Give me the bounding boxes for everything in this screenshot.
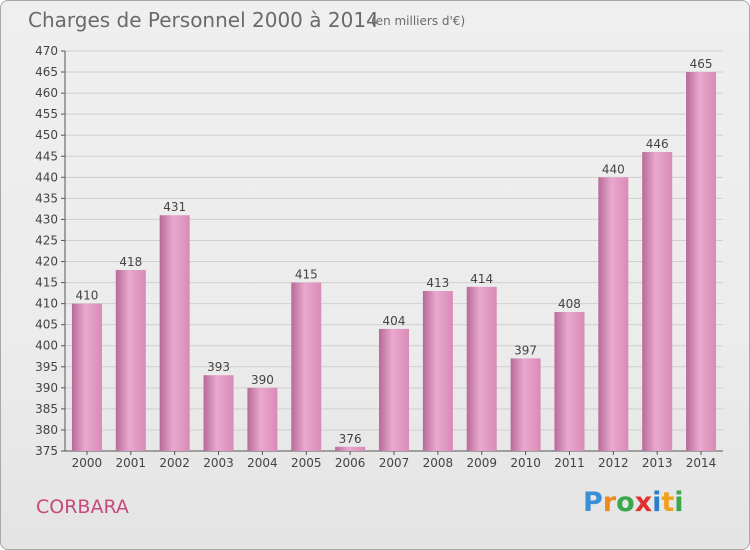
y-tick-labels: 375 380 385 390 395 400 405 410 415 420 425 430 435 4…: [35, 44, 58, 458]
bar-2013: [642, 152, 673, 452]
logo-letter: t: [661, 487, 675, 518]
bar-2006: [335, 446, 366, 451]
y-tick-label: 380: [35, 423, 58, 437]
data-label-2014: 465: [690, 57, 713, 71]
data-label-2007: 404: [383, 314, 406, 328]
y-tick-label: 390: [35, 381, 58, 395]
x-tick-label-2014: 2014: [686, 456, 717, 470]
logo-letter: P: [583, 487, 603, 518]
x-tick-label-2005: 2005: [291, 456, 322, 470]
x-tick-label-2000: 2000: [72, 456, 103, 470]
y-tick-label: 410: [35, 297, 58, 311]
y-tick-label: 465: [35, 65, 58, 79]
place-name: CORBARA: [36, 496, 129, 518]
chart-title: Charges de Personnel 2000 à 2014: [28, 8, 379, 32]
x-tick-label-2009: 2009: [466, 456, 497, 470]
y-tick-label: 425: [35, 233, 58, 247]
bar-2004: [247, 387, 278, 451]
y-tick-label: 405: [35, 318, 58, 332]
data-label-2013: 446: [646, 137, 669, 151]
bar-2007: [379, 328, 409, 451]
y-tick-label: 385: [35, 402, 58, 416]
bars: [71, 72, 717, 452]
y-tick-label: 440: [35, 170, 58, 184]
data-label-2010: 397: [514, 343, 537, 357]
y-tick-label: 435: [35, 191, 58, 205]
y-tick-label: 445: [35, 149, 58, 163]
bar-2010: [510, 358, 541, 451]
y-tick-label: 400: [35, 339, 58, 353]
x-tick-label-2011: 2011: [554, 456, 585, 470]
data-label-2004: 390: [251, 373, 274, 387]
data-label-2006: 376: [339, 432, 362, 446]
logo-letter: i: [674, 487, 684, 518]
bar-2014: [686, 72, 717, 451]
logo-letter: x: [634, 487, 653, 518]
bar-2000: [71, 303, 102, 451]
x-tick-label-2007: 2007: [379, 456, 410, 470]
data-label-2008: 413: [426, 276, 449, 290]
y-tick-label: 455: [35, 107, 58, 121]
data-label-2009: 414: [470, 272, 493, 286]
x-tick-label-2002: 2002: [159, 456, 190, 470]
data-label-2005: 415: [295, 268, 318, 282]
data-label-2011: 408: [558, 297, 581, 311]
bar-2011: [554, 312, 585, 451]
y-tick-label: 375: [35, 444, 58, 458]
x-tick-label-2012: 2012: [598, 456, 629, 470]
y-tick-label: 460: [35, 86, 58, 100]
bar-2009: [466, 286, 497, 451]
data-label-2001: 418: [119, 255, 142, 269]
x-tick-label-2008: 2008: [423, 456, 454, 470]
data-label-2003: 393: [207, 360, 230, 374]
data-label-2000: 410: [75, 289, 98, 303]
logo-letter: r: [602, 487, 617, 518]
y-tick-label: 420: [35, 255, 58, 269]
x-tick-label-2003: 2003: [203, 456, 234, 470]
x-tick-labels: 2000 2001 2002 2003 2004 2005 2006 2007 2008 2009…: [72, 451, 717, 470]
bar-2002: [159, 215, 190, 451]
x-tick-label-2010: 2010: [510, 456, 541, 470]
logo-letter: i: [652, 487, 662, 518]
x-tick-label-2001: 2001: [116, 456, 147, 470]
bar-2005: [291, 282, 322, 451]
y-tick-label: 450: [35, 128, 58, 142]
data-label-2012: 440: [602, 162, 625, 176]
x-tick-label-2013: 2013: [642, 456, 673, 470]
y-tick-label: 430: [35, 212, 58, 226]
chart-unit-label: (en milliers d'€): [371, 14, 466, 28]
proxiti-logo: Proxiti: [583, 487, 684, 518]
y-tick-label: 470: [35, 44, 58, 58]
data-labels: 410 418 431 393 390 415 376 404 413 414 397 408 440 4…: [75, 57, 712, 446]
y-tick-label: 395: [35, 360, 58, 374]
y-tick-label: 415: [35, 276, 58, 290]
x-tick-label-2006: 2006: [335, 456, 366, 470]
bar-2008: [422, 291, 453, 451]
bar-2012: [598, 177, 629, 451]
bar-2003: [203, 375, 234, 451]
logo-letter: o: [616, 487, 635, 518]
x-tick-label-2004: 2004: [247, 456, 278, 470]
bar-2001: [115, 269, 146, 451]
data-label-2002: 431: [163, 200, 186, 214]
